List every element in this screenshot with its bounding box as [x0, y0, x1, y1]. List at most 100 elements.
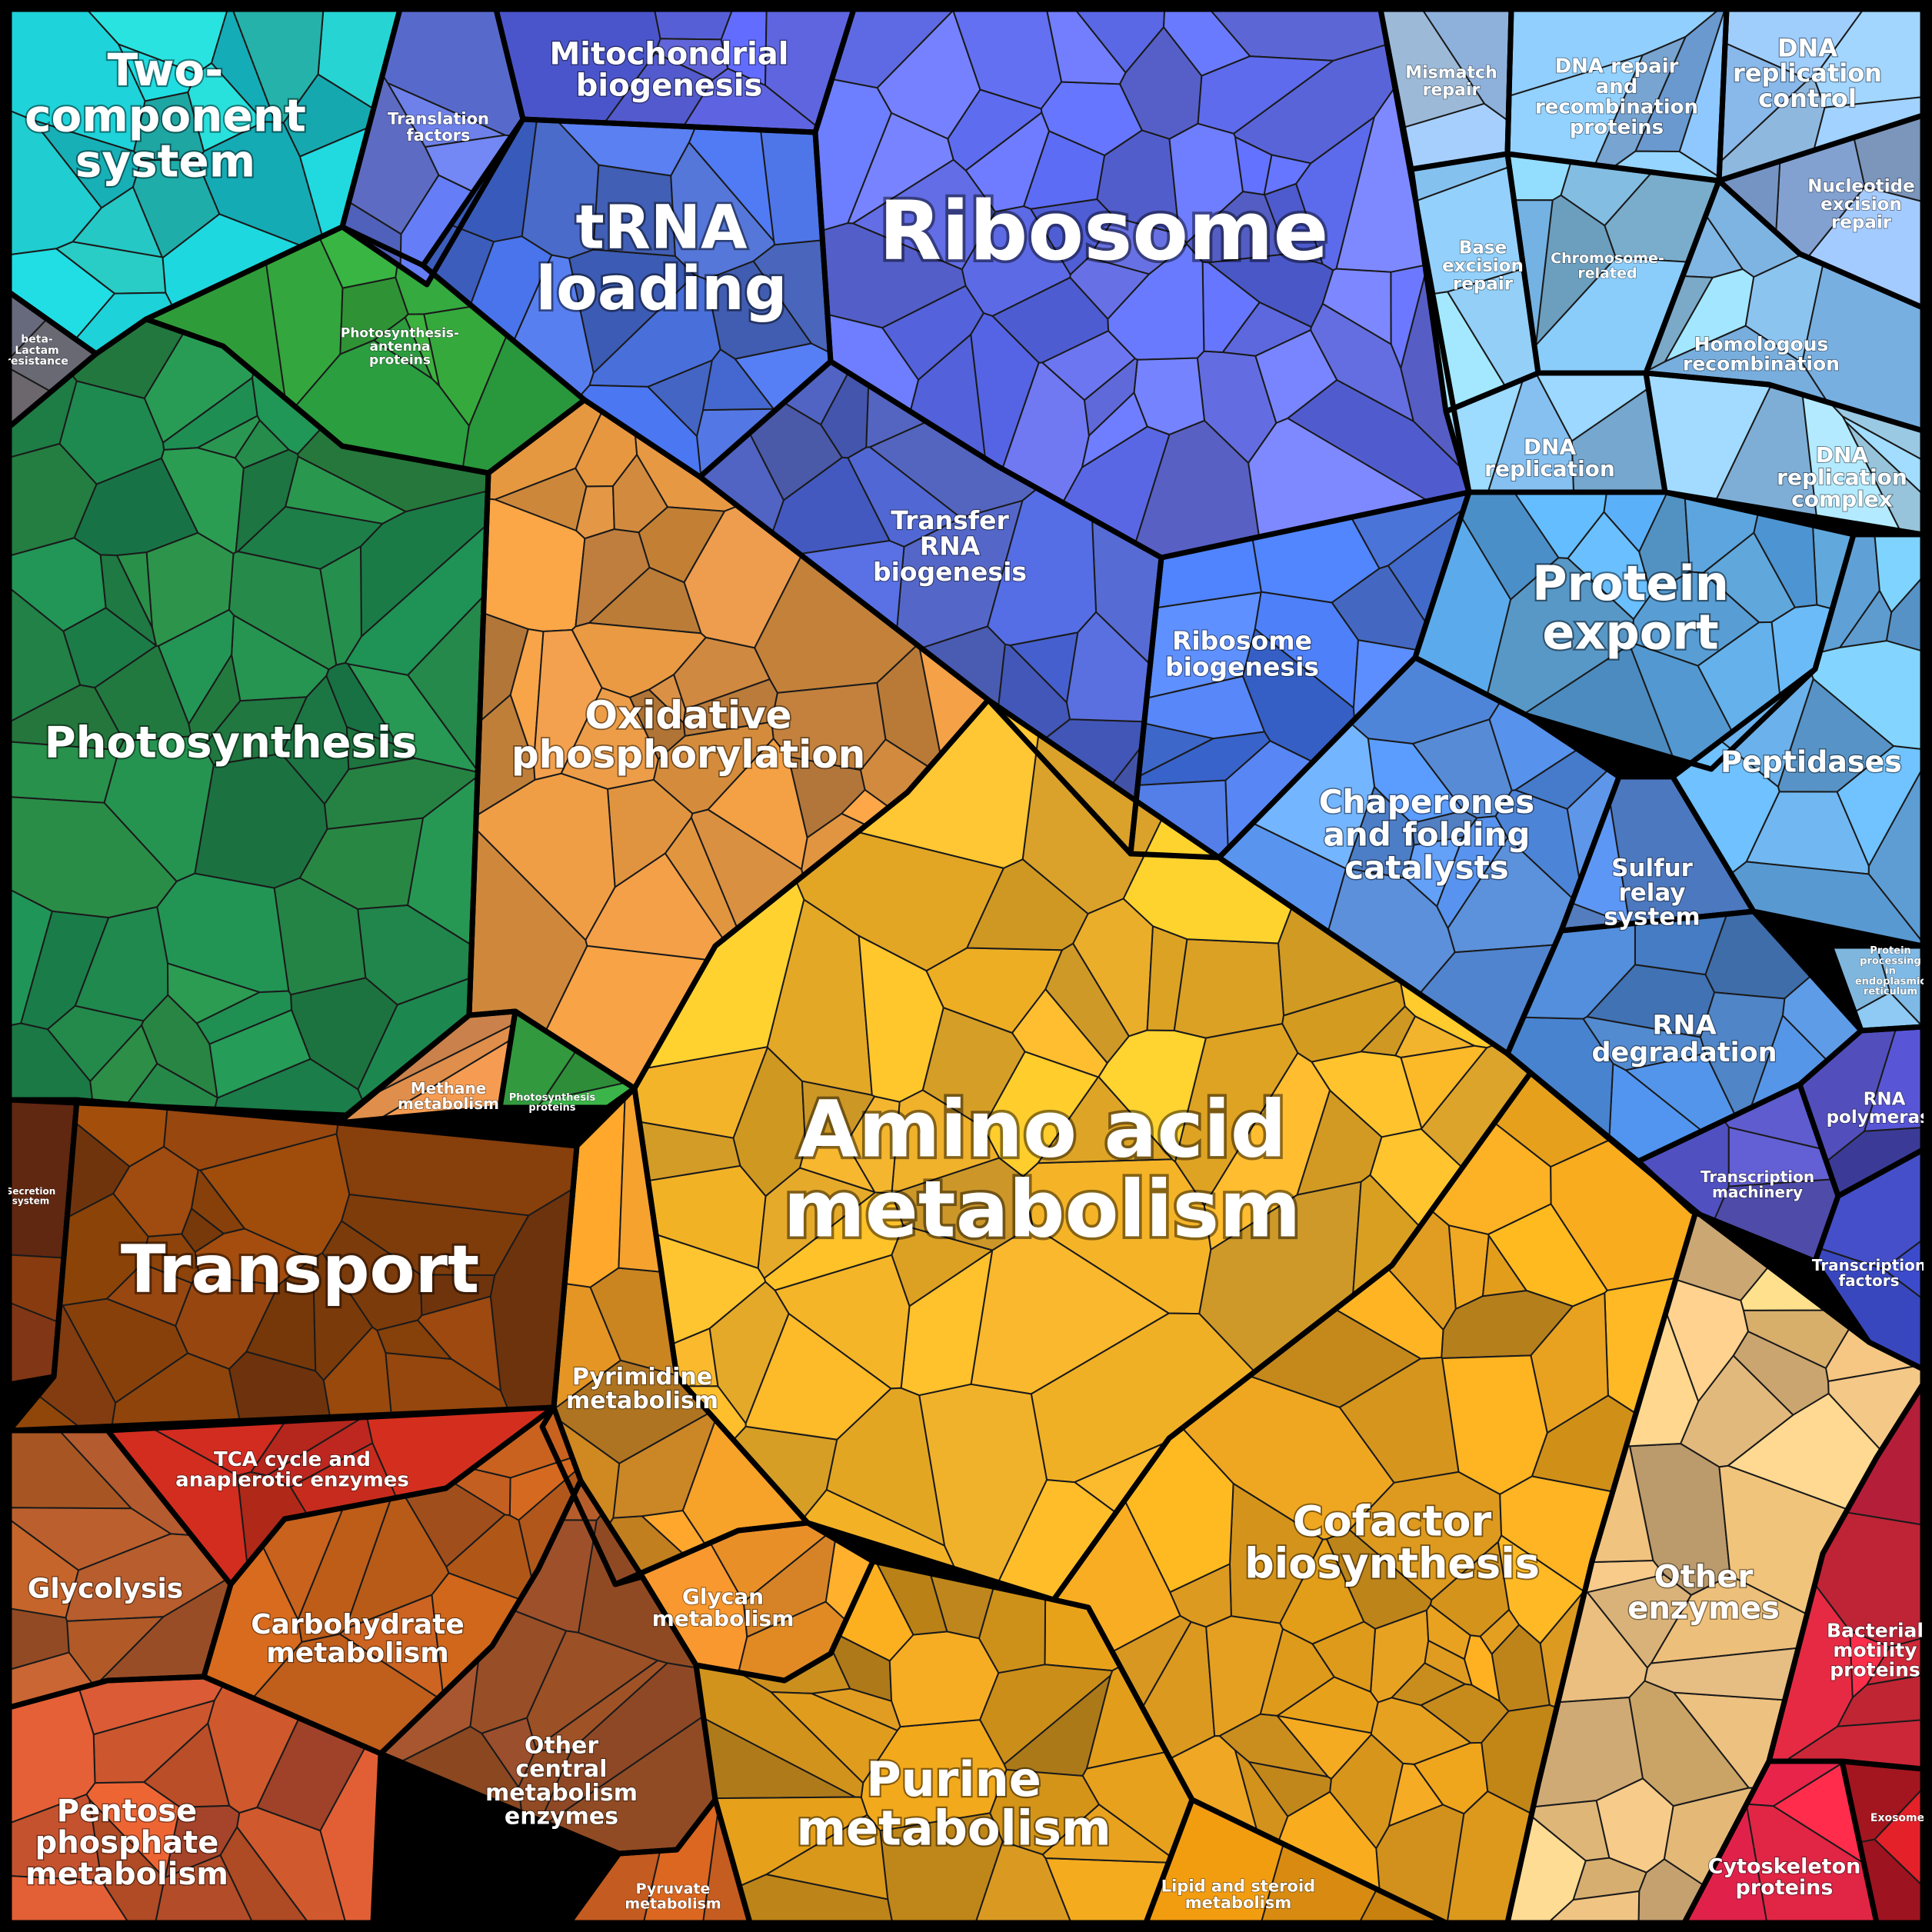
subcategory-cell — [208, 1009, 311, 1099]
lipid-steroid-metabolism-outline — [1143, 1797, 1449, 1926]
transcription-machinery-cells — [1637, 1084, 1839, 1262]
two-component-system-label: Two-component system — [25, 44, 306, 187]
subcategory-cell — [982, 1051, 1099, 1178]
subcategory-cell — [1420, 1683, 1510, 1744]
chromosome-related-label: Chromosome-related — [1551, 250, 1664, 281]
amino-acid-metabolism-cells — [634, 699, 1531, 1601]
dna-replication-label: DNA replication — [1484, 435, 1615, 482]
two-component-system-cells — [8, 8, 401, 355]
photosynthesis-cells — [8, 318, 489, 1116]
other-central-metabolism-label: Other central metabolism enzymes — [485, 1733, 638, 1830]
cytoskeleton-proteins-cells — [1684, 1760, 1877, 1924]
amino-acid-metabolism-label: Amino acid metabolism — [783, 1084, 1301, 1256]
beta-lactam-resistance-label: beta-Lactam resistance — [5, 334, 68, 368]
subcategory-cell — [191, 1169, 245, 1234]
subcategory-cell — [1173, 938, 1284, 1039]
subcategory-cell — [1497, 1534, 1585, 1644]
subcategory-cell — [1234, 136, 1273, 196]
chaperones-label: Chaperones and folding catalysts — [1319, 783, 1535, 887]
mitochondrial-biogenesis-label: Mitochondrial biogenesis — [549, 37, 788, 104]
mismatch-repair-cells — [1380, 8, 1512, 170]
subcategory-cell — [234, 419, 290, 469]
mismatch-repair-label: Mismatch repair — [1405, 63, 1497, 99]
subcategory-cell — [801, 1080, 876, 1148]
oxidative-phosphorylation-cells — [468, 399, 989, 1089]
subcategory-cell — [571, 621, 707, 698]
ribosome-biogenesis-label: Ribosome biogenesis — [1165, 626, 1319, 682]
nucleotide-excision-repair-cells — [1718, 115, 1924, 308]
dna-repair-recombination-cells — [1507, 8, 1727, 182]
secretion-system-cells — [8, 1099, 78, 1385]
oxidative-phosphorylation-label: Oxidative phosphorylation — [511, 693, 865, 777]
subcategory-cell — [132, 159, 221, 259]
photosynthesis-label: Photosynthesis — [45, 718, 418, 768]
pentose-phosphate-cells — [8, 1676, 381, 1924]
subcategory-cell — [325, 662, 399, 747]
trna-loading-label: tRNA loading — [536, 194, 788, 325]
subcategory-cell — [795, 831, 1004, 972]
subcategory-cell — [1494, 789, 1581, 900]
subcategory-cell — [404, 313, 440, 387]
subcategory-cell — [157, 608, 235, 725]
cytoskeleton-proteins-label: Cytoskeleton proteins — [1708, 1855, 1861, 1900]
cofactor-biosynthesis-label: Cofactor biosynthesis — [1244, 1497, 1540, 1587]
pentose-phosphate-outline — [6, 1674, 384, 1926]
protein-export-label: Protein export — [1532, 555, 1729, 660]
base-excision-repair-cells — [1411, 153, 1539, 412]
chromosome-related-cells — [1507, 153, 1720, 374]
subcategory-cell — [324, 757, 479, 830]
photosynthesis-proteins-cells — [499, 1011, 635, 1108]
subcategory-cell — [1321, 268, 1392, 345]
ribosome-label: Ribosome — [879, 184, 1329, 278]
subcategory-cell — [847, 446, 962, 548]
subcategory-cell — [1436, 815, 1509, 929]
subcategory-cell — [1174, 1023, 1299, 1207]
subcategory-cell — [891, 1224, 994, 1307]
protein-processing-er-cells — [1830, 945, 1924, 1031]
rna-degradation-cells — [1507, 911, 1862, 1162]
rna-polymerase-label: RNA polymerase — [1827, 1089, 1932, 1127]
purine-metabolism-outline — [693, 1558, 1195, 1926]
lipid-steroid-metabolism-label: Lipid and steroid metabolism — [1161, 1877, 1315, 1912]
subcategory-cell — [825, 1387, 945, 1547]
photosynthesis-antenna-proteins-cells — [145, 226, 585, 474]
subcategory-cell — [987, 488, 1098, 646]
subcategory-cell — [62, 1297, 188, 1404]
carbohydrate-metabolism-label: Carbohydrate metabolism — [251, 1609, 465, 1669]
subcategory-cell — [1197, 55, 1334, 135]
subcategory-cell — [1254, 329, 1338, 424]
exosome-label: Exosome — [1870, 1812, 1924, 1824]
protein-processing-er-label: Protein processing in endoplasmic reticulum — [1855, 945, 1926, 998]
subcategory-cell — [629, 688, 686, 761]
subcategory-cell — [1680, 1354, 1794, 1468]
subcategory-cell — [143, 1722, 231, 1808]
subcategory-cell — [765, 1814, 889, 1900]
sulfur-relay-system-label: Sulfur relay system — [1604, 854, 1700, 931]
tca-cycle-label: TCA cycle and anaplerotic enzymes — [175, 1448, 409, 1492]
subcategory-cell — [670, 142, 776, 281]
subcategory-cell — [207, 1684, 300, 1814]
dna-replication-complex-cells — [1645, 372, 1924, 535]
subcategory-cell — [194, 752, 328, 889]
methane-metabolism-label: Methane metabolism — [398, 1079, 499, 1113]
carbohydrate-metabolism-cells — [203, 1407, 581, 1754]
glycan-metabolism-label: Glycan metabolism — [652, 1584, 794, 1632]
subcategory-cell — [858, 934, 944, 1103]
glycan-metabolism-cells — [615, 1522, 874, 1681]
subcategory-cell — [116, 551, 153, 628]
photosynthesis-proteins-label: Photosynthesis proteins — [509, 1092, 596, 1114]
transcription-machinery-label: Transcription machinery — [1700, 1168, 1814, 1201]
subcategory-cell — [1664, 268, 1755, 363]
photosynthesis-antenna-proteins-label: Photosynthesis-antenna proteins — [341, 326, 459, 368]
pentose-phosphate-label: Pentose phosphate metabolism — [25, 1794, 228, 1892]
transport-label: Transport — [121, 1231, 479, 1308]
subcategory-cell — [532, 629, 603, 781]
subcategory-cell — [1370, 1697, 1472, 1765]
subcategory-cell — [521, 118, 600, 259]
cofactor-biosynthesis-cells — [1053, 1072, 1697, 1924]
subcategory-cell — [744, 1313, 892, 1441]
rna-polymerase-cells — [1799, 1026, 1924, 1197]
peptidases-cells — [1672, 534, 1924, 947]
